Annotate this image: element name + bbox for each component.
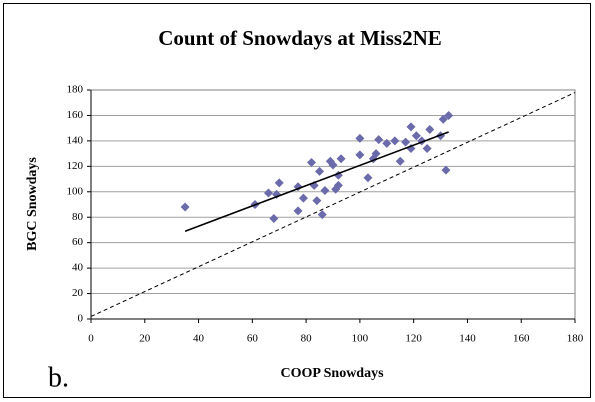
point <box>425 124 435 134</box>
y-tick-label: 0 <box>78 313 84 325</box>
trend-line <box>184 131 449 232</box>
point <box>355 150 365 160</box>
y-tick-label: 20 <box>72 287 84 299</box>
x-tick-label: 0 <box>88 333 94 345</box>
chart-frame <box>3 3 591 398</box>
point <box>274 178 284 188</box>
y-tick-label: 40 <box>72 262 84 274</box>
point <box>422 144 432 154</box>
point <box>441 165 451 175</box>
x-tick-label: 160 <box>513 333 530 345</box>
x-tick-label: 40 <box>193 333 205 345</box>
x-tick-label: 100 <box>352 333 369 345</box>
point <box>401 137 411 147</box>
point <box>180 202 190 212</box>
point <box>411 131 421 141</box>
point <box>298 193 308 203</box>
point <box>371 149 381 159</box>
x-tick-label: 120 <box>405 333 422 345</box>
point <box>317 210 327 220</box>
x-tick-label: 180 <box>567 333 584 345</box>
y-tick-label: 60 <box>72 236 84 248</box>
point <box>363 173 373 183</box>
y-tick-label: 160 <box>67 109 84 121</box>
point <box>315 166 325 176</box>
point <box>312 196 322 206</box>
x-tick-label: 20 <box>139 333 151 345</box>
point <box>269 213 279 223</box>
x-tick-label: 60 <box>247 333 259 345</box>
point <box>328 160 338 170</box>
y-tick-label: 100 <box>67 185 84 197</box>
point <box>438 114 448 124</box>
y-tick-label: 140 <box>67 134 84 146</box>
point <box>263 188 273 198</box>
y-tick-label: 80 <box>72 211 84 223</box>
point <box>374 135 384 145</box>
point <box>382 138 392 148</box>
y-tick-label: 120 <box>67 160 84 172</box>
panel-label: b. <box>48 362 69 393</box>
point <box>333 180 343 190</box>
y-tick-label: 180 <box>67 84 84 96</box>
y-axis-title: BGC Snowdays <box>25 157 40 251</box>
x-axis-title: COOP Snowdays <box>280 366 384 381</box>
x-tick-label: 80 <box>301 333 313 345</box>
point <box>406 122 416 132</box>
point <box>444 110 454 120</box>
point <box>306 158 316 168</box>
chart-title: Count of Snowdays at Miss2NE <box>158 26 442 50</box>
point <box>336 154 346 164</box>
point <box>390 136 400 146</box>
point <box>395 156 405 166</box>
point <box>293 206 303 216</box>
reference-line <box>90 92 576 317</box>
point <box>355 133 365 143</box>
x-tick-label: 140 <box>459 333 476 345</box>
point <box>320 186 330 196</box>
